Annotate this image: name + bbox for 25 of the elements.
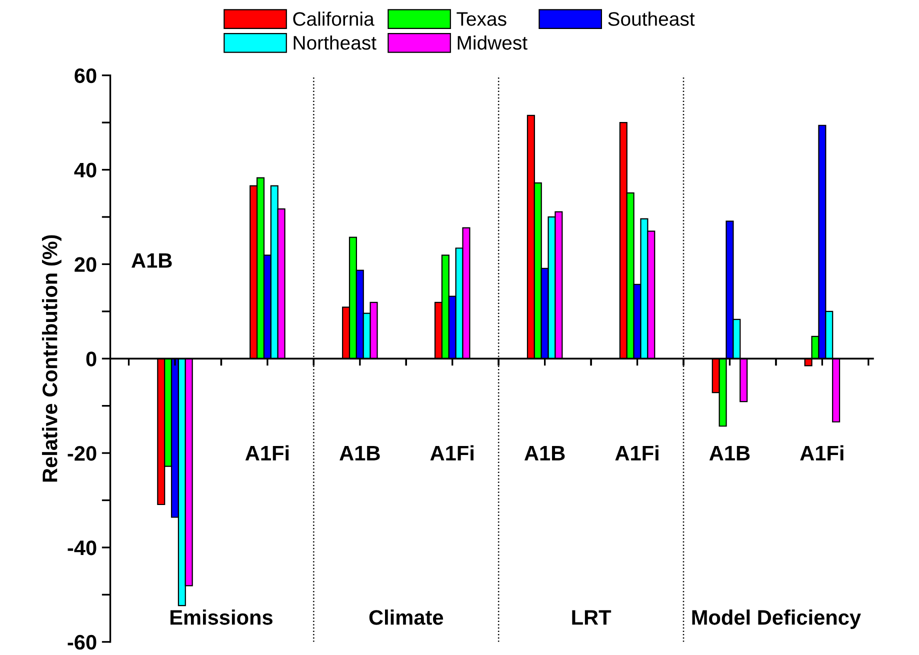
- x-tick-label: A1B: [524, 446, 565, 460]
- legend-label: California: [293, 12, 374, 26]
- y-tick-label: 60: [74, 68, 96, 84]
- legend-label: Northeast: [294, 35, 376, 50]
- y-tick-label: -40: [68, 540, 96, 556]
- y-tick-label: -20: [68, 446, 96, 461]
- annotation: Climate: [369, 610, 444, 625]
- annotation: Model Deficiency: [692, 610, 861, 629]
- legend-label: Midwest: [458, 35, 528, 50]
- y-tick-label: 40: [74, 162, 96, 178]
- x-tick-label: A1B: [132, 253, 172, 268]
- annotation: Emissions: [170, 610, 272, 625]
- y-tick-label: -60: [68, 634, 96, 650]
- x-tick-label: A1Fi: [245, 445, 289, 460]
- x-tick-label: A1Fi: [430, 445, 474, 460]
- x-tick-label: A1B: [340, 446, 380, 460]
- x-tick-label: A1B: [709, 446, 750, 460]
- legend-label: Southeast: [608, 12, 695, 26]
- y-tick-label: 20: [74, 257, 96, 272]
- x-tick-label: A1Fi: [615, 445, 658, 460]
- y-tick-label: 0: [86, 352, 96, 366]
- y-axis-title: Relative Contribution (%): [42, 235, 62, 482]
- legend-label: Texas: [456, 12, 506, 26]
- x-tick-label: A1Fi: [800, 445, 844, 460]
- annotation: LRT: [572, 610, 612, 625]
